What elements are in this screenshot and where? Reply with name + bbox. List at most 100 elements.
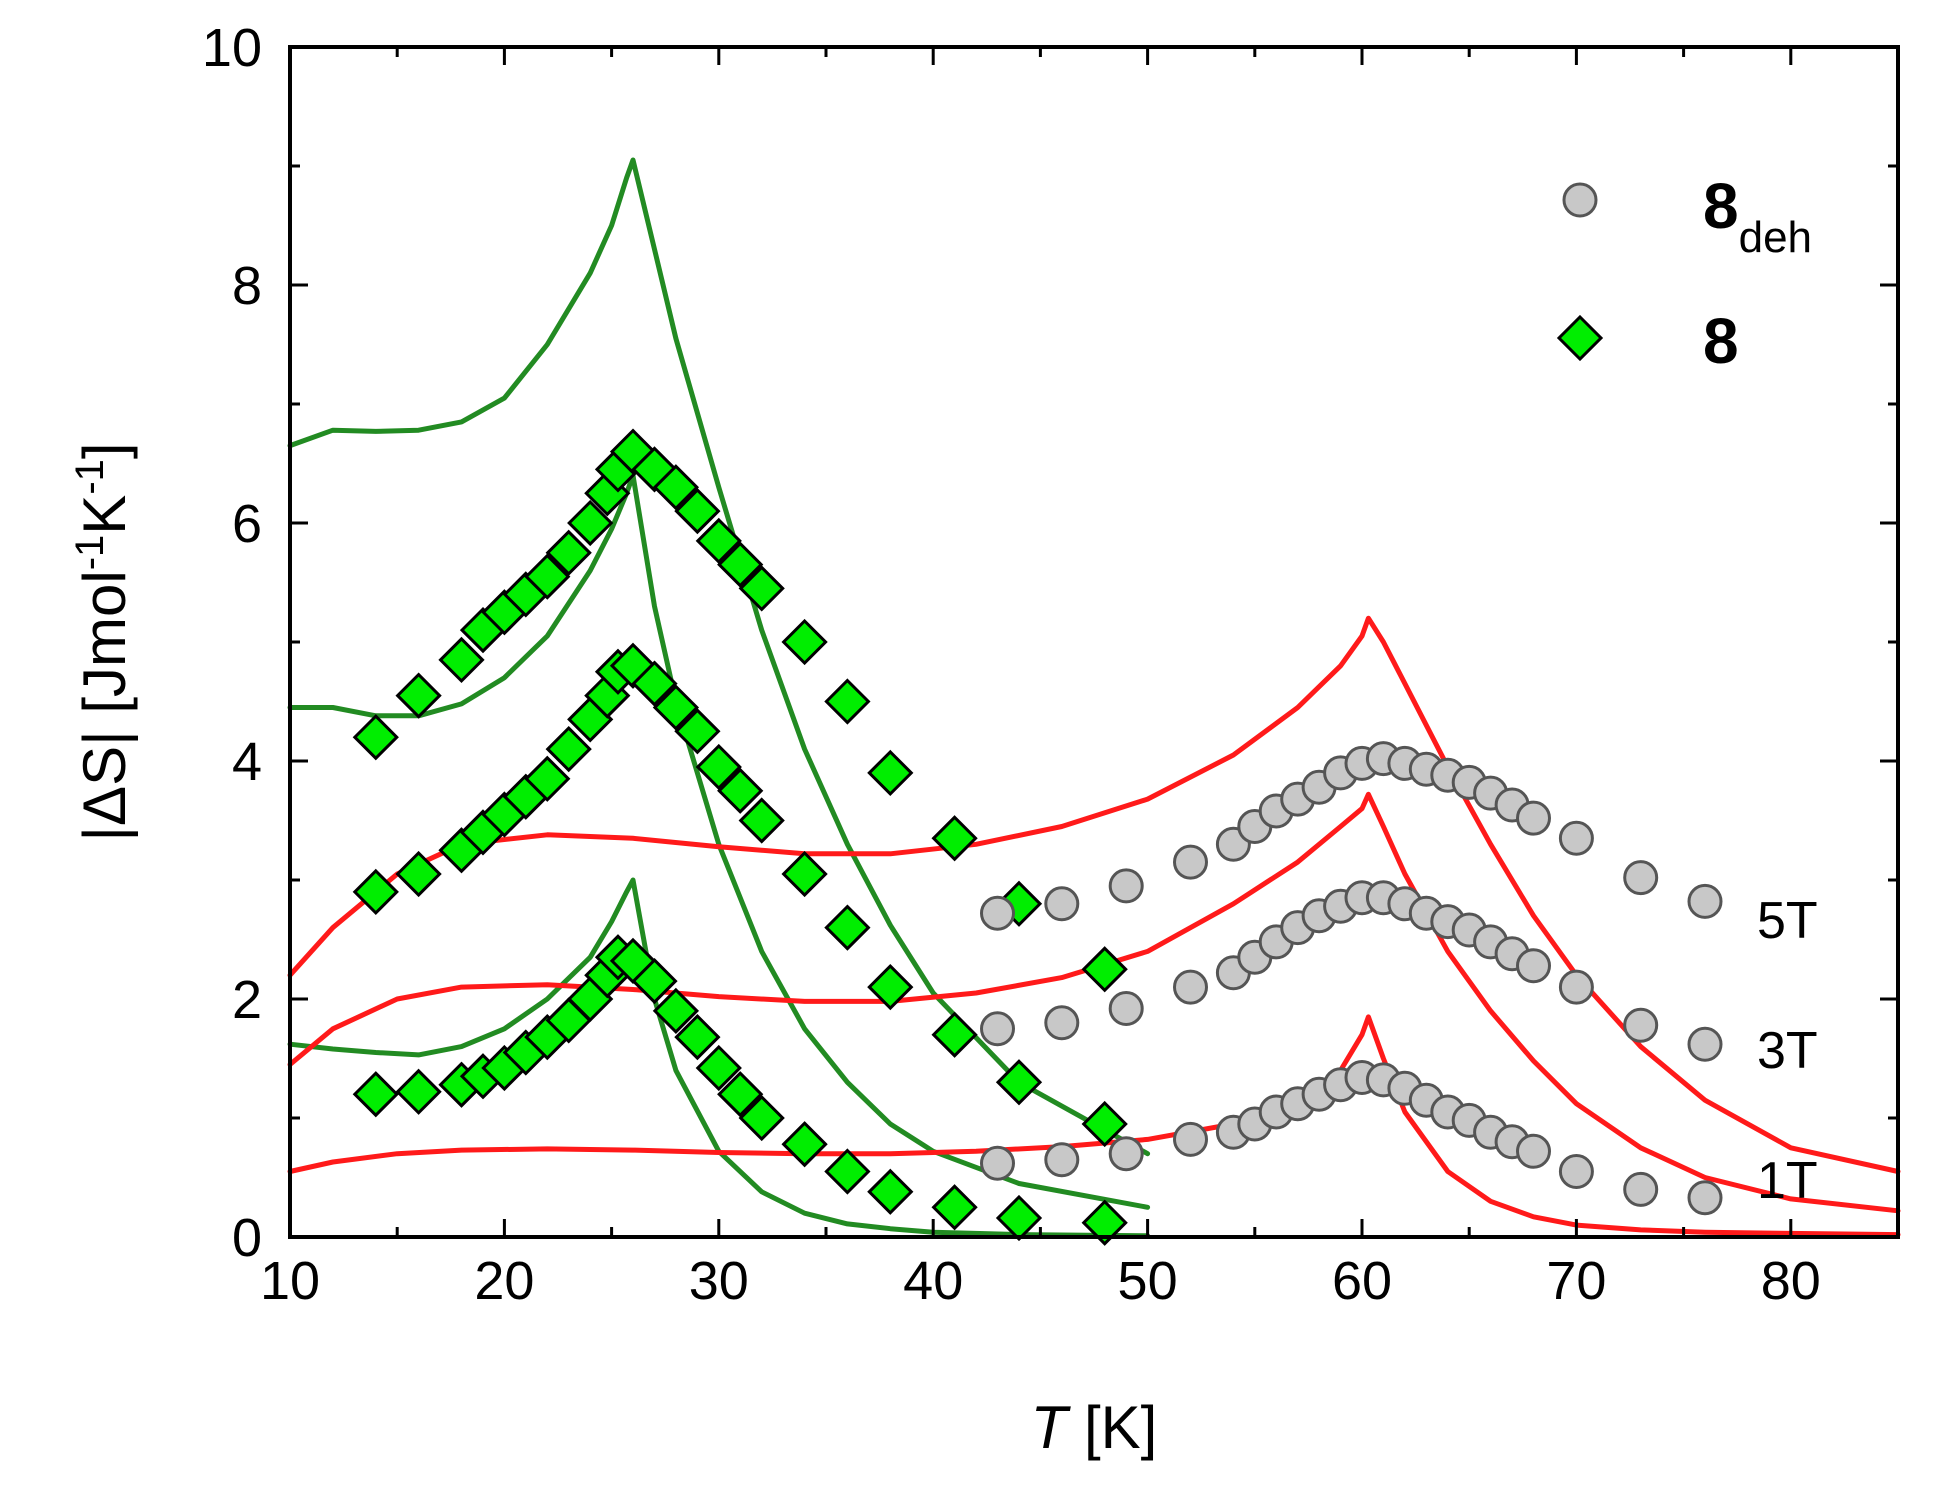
field-label-5t: 5T (1757, 892, 1818, 950)
data-point-diamond (1081, 1199, 1128, 1246)
data-point-circle (980, 1145, 1015, 1181)
data-point-diamond (738, 565, 785, 612)
data-point-diamond (1081, 1100, 1128, 1148)
data-point-circle (1558, 1154, 1594, 1189)
data-point-circle (1687, 1180, 1723, 1216)
legend-label-8: 8 (1703, 305, 1739, 377)
data-point-circle (1516, 948, 1551, 984)
data-point-diamond (781, 618, 828, 666)
legend-label-8deh: 8deh (1703, 170, 1812, 262)
fit-line-10 (287, 791, 1901, 1214)
data-point-circle (1687, 1026, 1723, 1062)
data-point-diamond (1081, 946, 1128, 993)
x-tick-label: 60 (1332, 1251, 1392, 1311)
data-point-circle (1044, 1005, 1080, 1041)
x-tick-label: 70 (1546, 1251, 1606, 1311)
data-point-diamond (395, 1068, 442, 1115)
data-point-diamond (545, 725, 592, 773)
data-point-circle (1558, 969, 1594, 1005)
x-tick-label: 80 (1761, 1251, 1821, 1311)
data-point-diamond (781, 1121, 828, 1168)
series-layer (287, 157, 1901, 1246)
legend-marker-circle (1562, 182, 1598, 218)
fit-line-6 (287, 157, 1151, 1157)
data-point-circle (1108, 991, 1144, 1026)
data-point-circle (980, 895, 1015, 931)
data-point-circle (1516, 800, 1551, 836)
data-point-diamond (395, 850, 442, 898)
legend: 8deh 8 (1556, 170, 1812, 377)
data-point-diamond (867, 749, 914, 797)
field-label-1t: 1T (1757, 1152, 1818, 1210)
data-point-diamond (652, 464, 700, 511)
data-point-diamond (867, 1168, 914, 1215)
data-point-circle (1687, 883, 1723, 919)
data-point-circle (1044, 886, 1080, 922)
data-point-diamond (931, 1184, 978, 1231)
data-point-diamond (931, 1011, 978, 1058)
data-point-diamond (931, 815, 978, 862)
data-point-diamond (695, 517, 742, 565)
data-point-circle (1173, 969, 1208, 1005)
data-point-diamond (545, 529, 592, 576)
data-point-diamond (674, 708, 721, 755)
data-point-circle (1623, 860, 1659, 896)
data-point-circle (1623, 1007, 1659, 1043)
data-point-circle (1108, 1136, 1144, 1172)
data-point-diamond (652, 987, 700, 1035)
data-point-diamond (652, 684, 700, 731)
x-tick-label: 30 (689, 1251, 749, 1311)
data-point-circle (1108, 868, 1144, 904)
data-point-diamond (717, 541, 764, 588)
y-tick-label: 10 (202, 18, 262, 78)
ticks-layer: 10 20 30 40 50 60 70 80 0 2 4 6 8 10 (202, 18, 1900, 1311)
y-tick-label: 6 (232, 494, 262, 554)
data-point-diamond (824, 678, 871, 725)
data-point-circle (1173, 1121, 1208, 1157)
data-point-diamond (631, 660, 678, 707)
y-tick-label: 2 (232, 970, 262, 1030)
fit-line-8 (287, 877, 1151, 1239)
x-tick-label: 50 (1118, 1251, 1178, 1311)
field-labels: 5T 3T 1T (1757, 892, 1818, 1210)
legend-marker-diamond (1556, 314, 1604, 362)
data-point-diamond (438, 636, 485, 684)
data-point-diamond (674, 1013, 721, 1061)
data-point-circle (1516, 1133, 1551, 1169)
data-point-diamond (695, 1044, 742, 1092)
data-point-diamond (995, 1059, 1043, 1106)
data-point-circle (1558, 820, 1594, 856)
data-point-diamond (352, 868, 399, 916)
data-point-diamond (352, 1071, 399, 1118)
data-point-diamond (567, 499, 614, 547)
data-point-diamond (631, 957, 678, 1005)
y-tick-label: 8 (232, 256, 262, 316)
data-point-diamond (738, 1094, 785, 1142)
data-point-diamond (867, 963, 914, 1011)
data-point-diamond (524, 755, 571, 802)
data-point-circle (1173, 844, 1208, 880)
data-point-diamond (717, 767, 764, 814)
data-point-diamond (738, 797, 785, 844)
field-label-3t: 3T (1757, 1022, 1818, 1080)
y-tick-label: 0 (232, 1208, 262, 1268)
data-point-diamond (695, 743, 742, 791)
x-tick-label: 40 (903, 1251, 963, 1311)
x-tick-label: 10 (260, 1251, 320, 1311)
data-point-diamond (524, 553, 571, 600)
data-point-diamond (781, 850, 828, 898)
data-point-circle (980, 1011, 1015, 1047)
data-point-diamond (674, 487, 721, 535)
fit-line-9 (287, 615, 1901, 1174)
data-point-circle (1623, 1171, 1659, 1207)
data-point-circle (1044, 1142, 1080, 1178)
y-axis-title: |ΔS| [Jmol-1K-1] (68, 442, 138, 841)
data-point-diamond (395, 672, 442, 719)
x-axis-title: T [K] (1031, 1394, 1158, 1461)
data-point-diamond (717, 1071, 764, 1118)
x-tick-label: 20 (474, 1251, 534, 1311)
y-tick-label: 4 (232, 732, 262, 792)
data-point-diamond (352, 714, 399, 761)
